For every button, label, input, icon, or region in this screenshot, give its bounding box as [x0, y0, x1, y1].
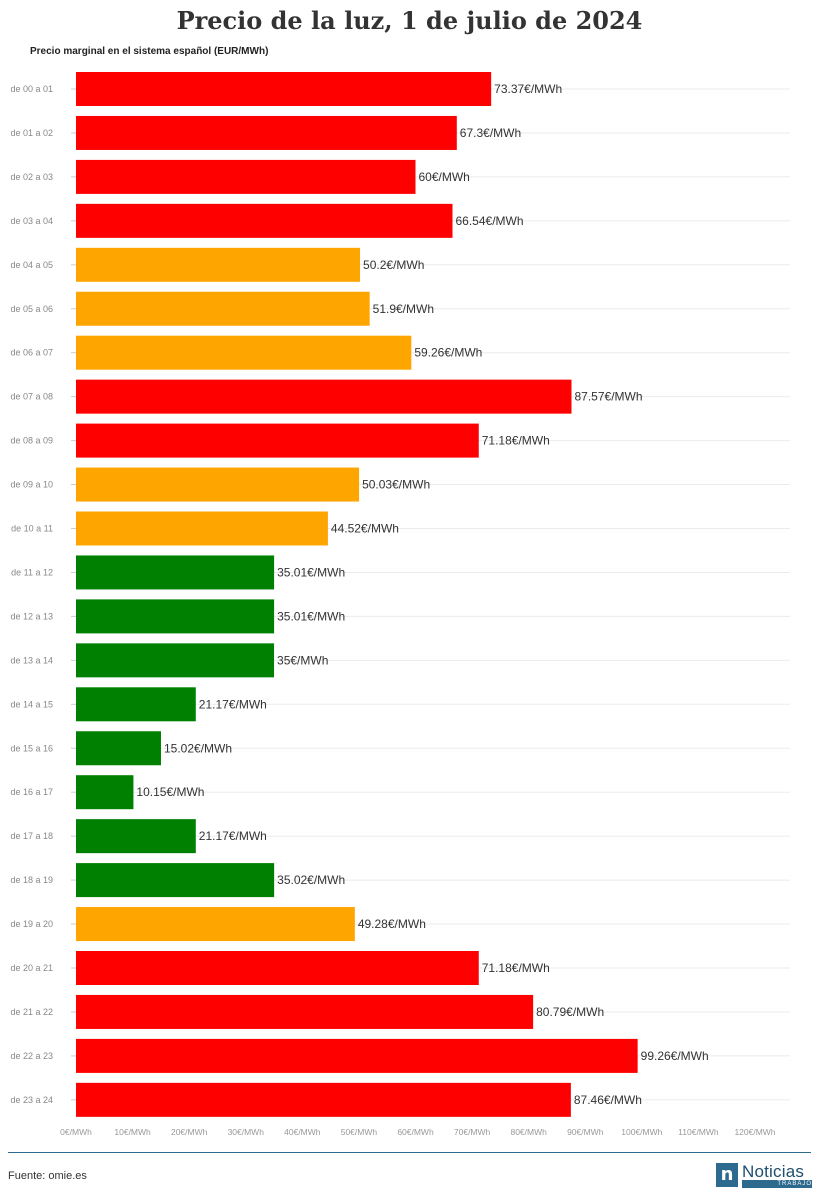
chart-title: Precio de la luz, 1 de julio de 2024 — [176, 6, 643, 35]
value-label: 99.26€/MWh — [641, 1049, 709, 1063]
bar-de-00-a-01 — [76, 72, 492, 106]
value-label: 71.18€/MWh — [482, 434, 550, 448]
logo-name: Noticias — [742, 1162, 805, 1181]
bar-de-10-a-11 — [76, 511, 328, 546]
category-label: de 00 a 01 — [10, 84, 53, 94]
x-tick-label: 100€/MWh — [621, 1127, 662, 1137]
value-label: 35.02€/MWh — [277, 873, 345, 887]
logo-subtitle: TRABAJO — [742, 1180, 812, 1188]
value-label: 21.17€/MWh — [199, 697, 267, 711]
value-label: 51.9€/MWh — [373, 302, 434, 316]
category-label: de 22 a 23 — [10, 1051, 53, 1061]
bar-de-11-a-12 — [76, 555, 275, 590]
x-tick-label: 50€/MWh — [341, 1127, 378, 1137]
category-label: de 03 a 04 — [10, 216, 53, 226]
category-label: de 04 a 05 — [10, 260, 53, 270]
x-tick-label: 90€/MWh — [567, 1127, 604, 1137]
value-label: 60€/MWh — [419, 170, 470, 184]
x-tick-label: 80€/MWh — [510, 1127, 547, 1137]
value-label: 66.54€/MWh — [456, 214, 524, 228]
logo-mark-icon: n — [716, 1163, 738, 1187]
publisher-logo: n Noticias TRABAJO — [716, 1162, 812, 1188]
bar-de-21-a-22 — [76, 994, 534, 1029]
bar-de-05-a-06 — [76, 291, 370, 326]
x-tick-label: 70€/MWh — [454, 1127, 491, 1137]
bar-de-20-a-21 — [76, 951, 479, 985]
value-label: 35€/MWh — [277, 653, 328, 667]
category-label: de 14 a 15 — [10, 699, 53, 709]
bar-de-22-a-23 — [76, 1038, 638, 1073]
bar-de-08-a-09 — [76, 423, 479, 458]
category-label: de 13 a 14 — [10, 655, 53, 665]
value-label: 21.17€/MWh — [199, 829, 267, 843]
value-label: 35.01€/MWh — [277, 609, 345, 623]
bar-de-23-a-24 — [76, 1082, 571, 1117]
bar-de-02-a-03 — [76, 159, 416, 194]
bar-de-07-a-08 — [76, 379, 572, 414]
x-tick-label: 120€/MWh — [734, 1127, 775, 1137]
value-label: 73.37€/MWh — [494, 82, 562, 96]
x-tick-label: 60€/MWh — [397, 1127, 434, 1137]
value-label: 44.52€/MWh — [331, 522, 399, 536]
category-label: de 01 a 02 — [10, 128, 53, 138]
x-tick-label: 0€/MWh — [60, 1127, 92, 1137]
category-label: de 12 a 13 — [10, 611, 53, 621]
category-label: de 06 a 07 — [10, 348, 53, 358]
bar-de-15-a-16 — [76, 731, 161, 766]
category-label: de 18 a 19 — [10, 875, 53, 885]
value-label: 59.26€/MWh — [414, 346, 482, 360]
value-label: 71.18€/MWh — [482, 961, 550, 975]
category-label: de 08 a 09 — [10, 436, 53, 446]
bar-de-12-a-13 — [76, 599, 275, 634]
x-tick-label: 20€/MWh — [171, 1127, 208, 1137]
value-label: 10.15€/MWh — [136, 785, 204, 799]
value-label: 67.3€/MWh — [460, 126, 521, 140]
category-label: de 11 a 12 — [11, 567, 53, 577]
category-label: de 15 a 16 — [10, 743, 53, 753]
bar-de-04-a-05 — [76, 247, 361, 282]
category-label: de 17 a 18 — [10, 831, 53, 841]
bar-de-17-a-18 — [76, 819, 196, 854]
value-label: 50.03€/MWh — [362, 478, 430, 492]
x-tick-label: 40€/MWh — [284, 1127, 321, 1137]
bar-de-01-a-02 — [76, 115, 457, 150]
bar-de-14-a-15 — [76, 687, 196, 722]
category-label: de 20 a 21 — [10, 963, 53, 973]
category-label: de 21 a 22 — [10, 1007, 53, 1017]
source-note: Fuente: omie.es — [8, 1170, 87, 1182]
category-label: de 16 a 17 — [10, 787, 53, 797]
x-tick-label: 30€/MWh — [228, 1127, 265, 1137]
bar-de-03-a-04 — [76, 203, 453, 238]
footer-divider — [8, 1152, 811, 1153]
bar-de-09-a-10 — [76, 467, 360, 502]
x-tick-label: 110€/MWh — [678, 1127, 719, 1137]
category-label: de 07 a 08 — [10, 392, 53, 402]
category-label: de 09 a 10 — [10, 480, 53, 490]
bar-de-13-a-14 — [76, 643, 275, 678]
bar-chart: de 00 a 01 73.37€/MWh de 01 a 02 67.3€/MWh d… — [10, 72, 790, 1137]
category-label: de 19 a 20 — [10, 919, 53, 929]
category-label: de 02 a 03 — [10, 172, 53, 182]
value-label: 87.46€/MWh — [574, 1093, 642, 1107]
chart-subtitle: Precio marginal en el sistema español (E… — [30, 46, 269, 57]
x-tick-label: 10€/MWh — [114, 1127, 151, 1137]
value-label: 80.79€/MWh — [536, 1005, 604, 1019]
bar-de-06-a-07 — [76, 335, 412, 370]
bar-de-16-a-17 — [76, 775, 134, 810]
value-label: 50.2€/MWh — [363, 258, 424, 272]
category-label: de 23 a 24 — [10, 1095, 53, 1105]
value-label: 87.57€/MWh — [575, 390, 643, 404]
category-label: de 10 a 11 — [11, 524, 53, 534]
bar-de-19-a-20 — [76, 907, 355, 942]
value-label: 15.02€/MWh — [164, 741, 232, 755]
bar-de-18-a-19 — [76, 863, 275, 898]
value-label: 49.28€/MWh — [358, 917, 426, 931]
category-label: de 05 a 06 — [10, 304, 53, 314]
value-label: 35.01€/MWh — [277, 565, 345, 579]
